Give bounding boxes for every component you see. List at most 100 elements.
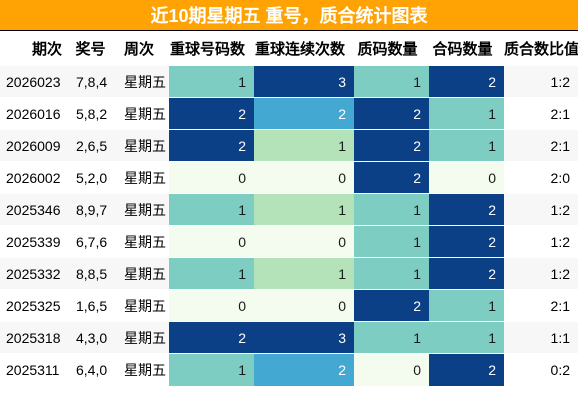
prime-count-cell: 2 — [354, 161, 429, 194]
consecutive-count-cell: 1 — [254, 257, 354, 290]
prime-count-cell: 2 — [354, 129, 429, 162]
table-row: 2025318 4,3,0 星期五 2 3 1 1 1:1 — [0, 321, 578, 354]
prime-count-cell: 1 — [354, 257, 429, 290]
week-cell: 星期五 — [117, 129, 169, 162]
repeat-count-cell: 1 — [169, 353, 254, 386]
consecutive-count-cell: 3 — [254, 65, 354, 98]
consecutive-count-cell: 0 — [254, 289, 354, 322]
award-cell: 4,3,0 — [72, 321, 117, 354]
period-cell: 2025346 — [0, 193, 72, 226]
table-row: 2025346 8,9,7 星期五 1 1 1 2 1:2 — [0, 193, 578, 226]
award-cell: 7,8,4 — [72, 65, 117, 98]
award-cell: 8,9,7 — [72, 193, 117, 226]
composite-count-cell: 1 — [429, 97, 504, 130]
week-cell: 星期五 — [117, 97, 169, 130]
period-cell: 2026023 — [0, 65, 72, 98]
award-cell: 2,6,5 — [72, 129, 117, 162]
page-title: 近10期星期五 重号，质合统计图表 — [0, 0, 578, 31]
col-header-award: 奖号 — [72, 31, 117, 66]
composite-count-cell: 2 — [429, 353, 504, 386]
table-row: 2026023 7,8,4 星期五 1 3 1 2 1:2 — [0, 65, 578, 98]
repeat-count-cell: 0 — [169, 289, 254, 322]
table-row: 2026002 5,2,0 星期五 0 0 2 0 2:0 — [0, 161, 578, 194]
consecutive-count-cell: 0 — [254, 161, 354, 194]
repeat-count-cell: 2 — [169, 97, 254, 130]
award-cell: 6,4,0 — [72, 353, 117, 386]
table-row: 2025339 6,7,6 星期五 0 0 1 2 1:2 — [0, 225, 578, 258]
table-row: 2025325 1,6,5 星期五 0 0 2 1 2:1 — [0, 289, 578, 322]
period-cell: 2025339 — [0, 225, 72, 258]
prime-count-cell: 1 — [354, 321, 429, 354]
ratio-cell: 1:2 — [504, 257, 578, 290]
week-cell: 星期五 — [117, 321, 169, 354]
composite-count-cell: 0 — [429, 161, 504, 194]
week-cell: 星期五 — [117, 161, 169, 194]
table-row: 2026009 2,6,5 星期五 2 1 2 1 2:1 — [0, 129, 578, 162]
repeat-count-cell: 0 — [169, 225, 254, 258]
col-header-ratio: 质合数比值 — [504, 31, 578, 66]
week-cell: 星期五 — [117, 353, 169, 386]
repeat-count-cell: 2 — [169, 129, 254, 162]
ratio-cell: 2:0 — [504, 161, 578, 194]
col-header-week: 周次 — [117, 31, 169, 66]
stats-table: 期次 奖号 周次 重球号码数 重球连续次数 质码数量 合码数量 质合数比值 20… — [0, 31, 578, 386]
ratio-cell: 1:2 — [504, 225, 578, 258]
repeat-count-cell: 2 — [169, 321, 254, 354]
consecutive-count-cell: 2 — [254, 97, 354, 130]
consecutive-count-cell: 3 — [254, 321, 354, 354]
table-row: 2026016 5,8,2 星期五 2 2 2 1 2:1 — [0, 97, 578, 130]
composite-count-cell: 2 — [429, 65, 504, 98]
table-row: 2025332 8,8,5 星期五 1 1 1 2 1:2 — [0, 257, 578, 290]
col-header-composite-count: 合码数量 — [429, 31, 504, 66]
ratio-cell: 2:1 — [504, 97, 578, 130]
table-row: 2025311 6,4,0 星期五 1 2 0 2 0:2 — [0, 353, 578, 386]
consecutive-count-cell: 1 — [254, 193, 354, 226]
period-cell: 2026002 — [0, 161, 72, 194]
ratio-cell: 1:2 — [504, 193, 578, 226]
repeat-count-cell: 0 — [169, 161, 254, 194]
ratio-cell: 0:2 — [504, 353, 578, 386]
consecutive-count-cell: 2 — [254, 353, 354, 386]
week-cell: 星期五 — [117, 289, 169, 322]
prime-count-cell: 2 — [354, 289, 429, 322]
table-header-row: 期次 奖号 周次 重球号码数 重球连续次数 质码数量 合码数量 质合数比值 — [0, 31, 578, 66]
week-cell: 星期五 — [117, 193, 169, 226]
week-cell: 星期五 — [117, 65, 169, 98]
ratio-cell: 1:1 — [504, 321, 578, 354]
col-header-repeat-count: 重球号码数 — [169, 31, 254, 66]
ratio-cell: 2:1 — [504, 129, 578, 162]
composite-count-cell: 1 — [429, 321, 504, 354]
ratio-cell: 1:2 — [504, 65, 578, 98]
period-cell: 2025311 — [0, 353, 72, 386]
week-cell: 星期五 — [117, 225, 169, 258]
col-header-prime-count: 质码数量 — [354, 31, 429, 66]
award-cell: 8,8,5 — [72, 257, 117, 290]
period-cell: 2025325 — [0, 289, 72, 322]
period-cell: 2026016 — [0, 97, 72, 130]
consecutive-count-cell: 0 — [254, 225, 354, 258]
col-header-consecutive-count: 重球连续次数 — [254, 31, 354, 66]
repeat-count-cell: 1 — [169, 65, 254, 98]
award-cell: 1,6,5 — [72, 289, 117, 322]
prime-count-cell: 0 — [354, 353, 429, 386]
consecutive-count-cell: 1 — [254, 129, 354, 162]
prime-count-cell: 1 — [354, 225, 429, 258]
award-cell: 6,7,6 — [72, 225, 117, 258]
repeat-count-cell: 1 — [169, 257, 254, 290]
composite-count-cell: 1 — [429, 129, 504, 162]
composite-count-cell: 2 — [429, 193, 504, 226]
composite-count-cell: 2 — [429, 225, 504, 258]
composite-count-cell: 1 — [429, 289, 504, 322]
prime-count-cell: 2 — [354, 97, 429, 130]
period-cell: 2025332 — [0, 257, 72, 290]
repeat-count-cell: 1 — [169, 193, 254, 226]
week-cell: 星期五 — [117, 257, 169, 290]
award-cell: 5,8,2 — [72, 97, 117, 130]
composite-count-cell: 2 — [429, 257, 504, 290]
award-cell: 5,2,0 — [72, 161, 117, 194]
prime-count-cell: 1 — [354, 193, 429, 226]
ratio-cell: 2:1 — [504, 289, 578, 322]
period-cell: 2026009 — [0, 129, 72, 162]
period-cell: 2025318 — [0, 321, 72, 354]
